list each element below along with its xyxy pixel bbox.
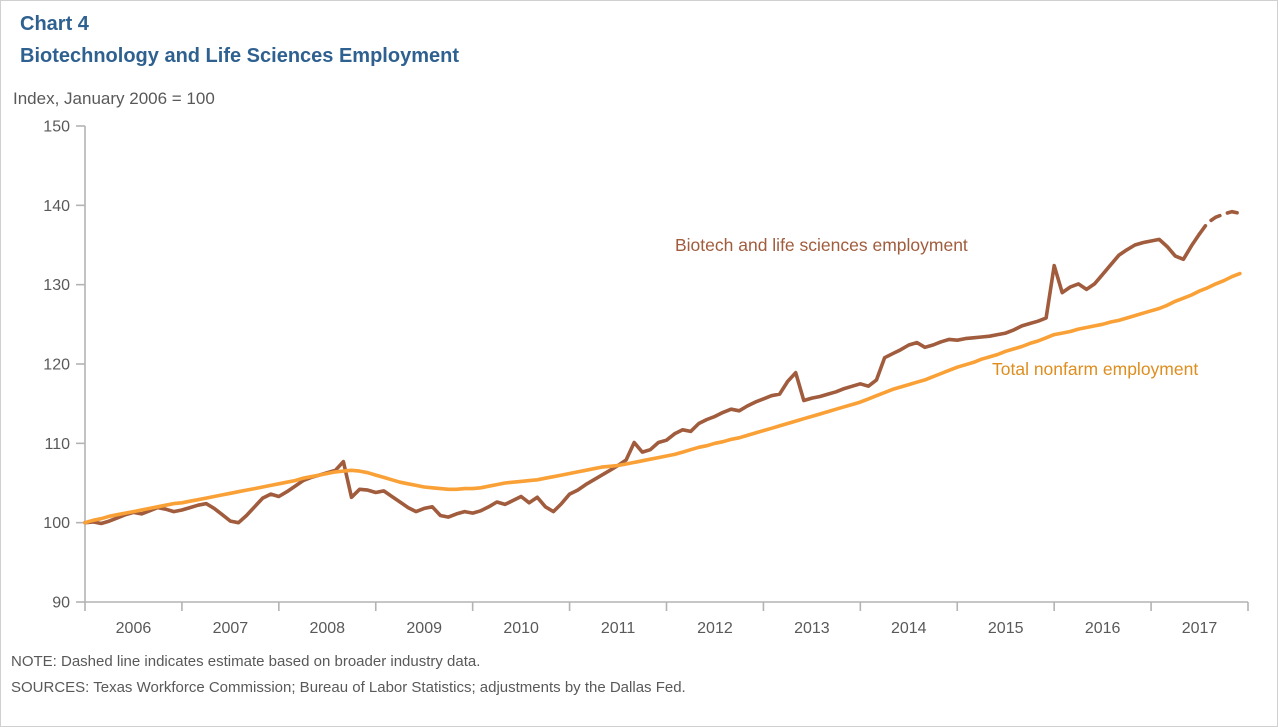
series-line-biotech-dashed-estimate	[1197, 209, 1242, 236]
x-tick-label: 2006	[116, 620, 152, 637]
x-tick-label: 2007	[213, 620, 249, 637]
x-tick-label: 2008	[309, 620, 345, 637]
series-line-nonfarm	[83, 271, 1242, 525]
y-tick-label: 120	[43, 357, 70, 374]
y-tick-label: 90	[52, 595, 70, 612]
x-tick-label: 2015	[988, 620, 1024, 637]
x-tick-label: 2012	[697, 620, 733, 637]
x-tick-label: 2017	[1182, 620, 1218, 637]
y-tick-label: 100	[43, 515, 70, 532]
y-tick-label: 140	[43, 198, 70, 215]
axis-units-subtitle: Index, January 2006 = 100	[13, 89, 215, 108]
x-tick-label: 2011	[601, 620, 636, 637]
y-tick-label: 110	[44, 436, 70, 453]
note-text: NOTE: Dashed line indicates estimate bas…	[11, 653, 481, 670]
series-label-biotech: Biotech and life sciences employment	[675, 235, 968, 255]
page-title: Biotechnology and Life Sciences Employme…	[20, 45, 459, 67]
x-tick-label: 2016	[1085, 620, 1121, 637]
series-line-biotech	[83, 232, 1202, 526]
y-tick-label: 130	[43, 277, 70, 294]
x-tick-label: 2013	[794, 620, 830, 637]
series-label-nonfarm: Total nonfarm employment	[992, 359, 1199, 379]
y-tick-label: 150	[43, 119, 70, 136]
x-tick-label: 2014	[891, 620, 927, 637]
x-tick-label: 2010	[503, 620, 539, 637]
sources-text: SOURCES: Texas Workforce Commission; Bur…	[11, 679, 686, 696]
x-tick-label: 2009	[406, 620, 442, 637]
chart-number-label: Chart 4	[20, 13, 89, 35]
